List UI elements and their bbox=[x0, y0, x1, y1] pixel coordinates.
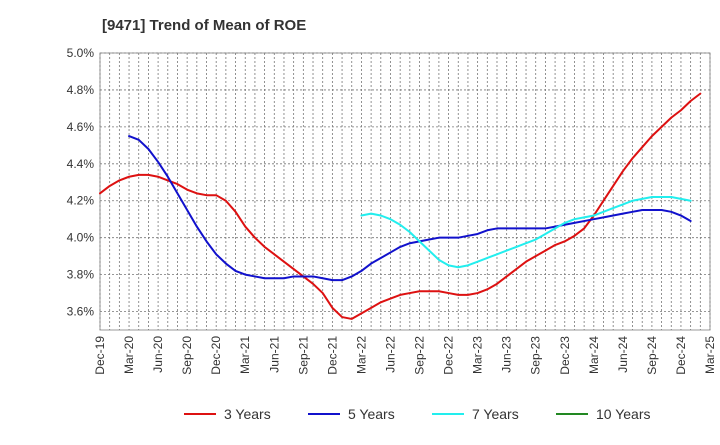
grid-lines bbox=[99, 52, 711, 330]
series-line-7-years bbox=[360, 196, 692, 269]
x-tick-label: Mar-20 bbox=[122, 336, 136, 374]
y-tick-label: 3.8% bbox=[67, 268, 95, 282]
x-tick-label: Mar-23 bbox=[471, 336, 485, 374]
series-lines bbox=[99, 92, 702, 320]
x-tick-label: Sep-20 bbox=[180, 336, 194, 375]
x-tick-label: Dec-20 bbox=[209, 336, 223, 375]
y-tick-label: 4.8% bbox=[67, 83, 95, 97]
x-tick-label: Sep-24 bbox=[645, 336, 659, 375]
plot-area bbox=[99, 52, 711, 331]
y-tick-label: 4.4% bbox=[67, 157, 95, 171]
legend-item: 5 Years bbox=[308, 406, 395, 422]
legend-label: 10 Years bbox=[596, 406, 651, 422]
legend: 3 Years 5 Years 7 Years 10 Years bbox=[184, 406, 651, 422]
x-tick-label: Mar-24 bbox=[587, 336, 601, 374]
y-tick-label: 4.0% bbox=[67, 231, 95, 245]
x-tick-label: Dec-22 bbox=[442, 336, 456, 375]
chart-title: [9471] Trend of Mean of ROE bbox=[102, 17, 306, 34]
series-line-3-years bbox=[99, 92, 702, 320]
y-tick-label: 4.6% bbox=[67, 120, 95, 134]
legend-label: 7 Years bbox=[472, 406, 519, 422]
x-tick-label: Mar-21 bbox=[238, 336, 252, 374]
x-tick-label: Dec-21 bbox=[325, 336, 339, 375]
x-tick-label: Mar-22 bbox=[354, 336, 368, 374]
x-axis-ticks: Dec-19 Mar-20 Jun-20 Sep-20 Dec-20 Mar-21 Jun-… bbox=[93, 336, 717, 375]
x-tick-label: Jun-21 bbox=[267, 336, 281, 373]
x-tick-label: Dec-24 bbox=[674, 336, 688, 375]
legend-item: 10 Years bbox=[556, 406, 651, 422]
x-tick-label: Jun-20 bbox=[151, 336, 165, 373]
x-tick-label: Jun-23 bbox=[500, 336, 514, 373]
x-tick-label: Mar-25 bbox=[703, 336, 717, 374]
legend-label: 5 Years bbox=[348, 406, 395, 422]
x-tick-label: Sep-21 bbox=[296, 336, 310, 375]
x-tick-label: Dec-23 bbox=[558, 336, 572, 375]
x-tick-label: Dec-19 bbox=[93, 336, 107, 375]
series-line-5-years bbox=[128, 135, 692, 282]
y-axis-ticks: 3.6% 3.8% 4.0% 4.2% 4.4% 4.6% 4.8% 5.0% bbox=[67, 46, 95, 319]
y-tick-label: 3.6% bbox=[67, 305, 95, 319]
y-tick-label: 5.0% bbox=[67, 46, 95, 60]
x-tick-label: Sep-22 bbox=[413, 336, 427, 375]
legend-item: 3 Years bbox=[184, 406, 271, 422]
x-tick-label: Sep-23 bbox=[529, 336, 543, 375]
y-tick-label: 4.2% bbox=[67, 194, 95, 208]
legend-label: 3 Years bbox=[224, 406, 271, 422]
legend-item: 7 Years bbox=[432, 406, 519, 422]
x-tick-label: Jun-24 bbox=[616, 336, 630, 373]
x-tick-label: Jun-22 bbox=[383, 336, 397, 373]
